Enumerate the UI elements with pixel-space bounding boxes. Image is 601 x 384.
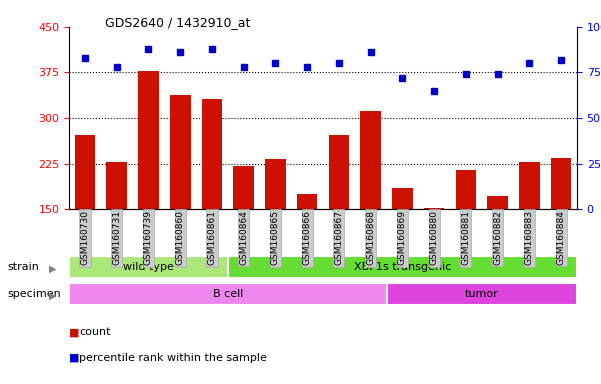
Bar [228,256,577,278]
Bar [265,159,285,209]
Text: GSM160869: GSM160869 [398,210,407,265]
Bar [138,71,159,209]
Text: GSM160880: GSM160880 [430,210,439,265]
Text: percentile rank within the sample: percentile rank within the sample [79,353,267,363]
Bar [297,194,317,209]
Text: GSM160860: GSM160860 [175,210,185,265]
Bar [233,166,254,209]
Text: GSM160883: GSM160883 [525,210,534,265]
Text: specimen: specimen [8,289,61,299]
Text: ■: ■ [69,327,79,337]
Text: GSM160731: GSM160731 [112,210,121,265]
Bar [69,283,386,305]
Bar [75,135,96,209]
Text: GSM160882: GSM160882 [493,210,502,265]
Text: GSM160881: GSM160881 [462,210,471,265]
Text: GSM160864: GSM160864 [239,210,248,265]
Bar [361,111,381,209]
Bar [386,283,577,305]
Bar [519,162,540,209]
Bar [106,162,127,209]
Text: GDS2640 / 1432910_at: GDS2640 / 1432910_at [105,16,251,29]
Text: ■: ■ [69,353,79,363]
Text: wild type: wild type [123,262,174,272]
Text: GSM160884: GSM160884 [557,210,566,265]
Text: GSM160730: GSM160730 [81,210,90,265]
Bar [201,99,222,209]
Text: GSM160867: GSM160867 [334,210,343,265]
Text: GSM160739: GSM160739 [144,210,153,265]
Bar [392,188,413,209]
Text: count: count [79,327,111,337]
Bar [69,256,228,278]
Text: GSM160865: GSM160865 [271,210,280,265]
Bar [424,208,445,209]
Text: XBP1s transgenic: XBP1s transgenic [354,262,451,272]
Bar [329,135,349,209]
Bar [487,196,508,209]
Bar [170,95,191,209]
Text: B cell: B cell [213,289,243,299]
Text: strain: strain [8,262,40,272]
Bar [551,157,572,209]
Text: GSM160866: GSM160866 [303,210,312,265]
Text: ▶: ▶ [49,264,56,274]
Text: ▶: ▶ [49,291,56,301]
Text: GSM160868: GSM160868 [366,210,375,265]
Text: GSM160861: GSM160861 [207,210,216,265]
Bar [456,170,476,209]
Text: tumor: tumor [465,289,499,299]
